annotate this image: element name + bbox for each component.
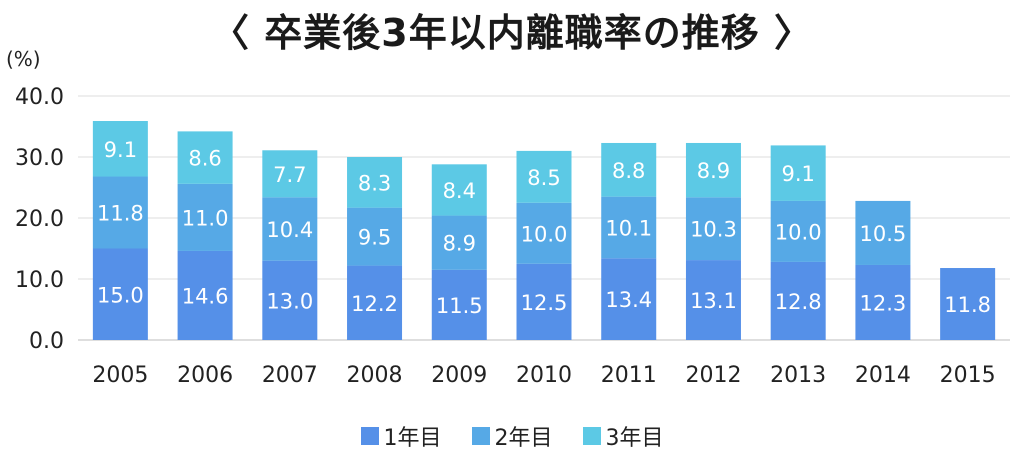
bar-segment-1	[347, 265, 403, 340]
data-label: 9.5	[358, 226, 391, 250]
data-label: 15.0	[97, 283, 144, 307]
data-label: 8.4	[443, 179, 476, 203]
bar-segment-3	[262, 150, 318, 198]
data-label: 10.3	[690, 218, 737, 242]
data-label: 13.4	[605, 288, 652, 312]
bar-segment-2	[685, 197, 741, 261]
data-label: 10.4	[266, 218, 313, 242]
data-label: 10.5	[860, 222, 907, 246]
bar-segment-1	[770, 261, 826, 340]
data-label: 12.8	[775, 290, 822, 314]
data-label: 12.2	[351, 292, 398, 316]
data-label: 8.6	[188, 147, 221, 171]
data-label: 8.9	[443, 232, 476, 256]
data-label: 8.9	[697, 159, 730, 183]
data-label: 10.1	[605, 216, 652, 240]
y-tick-label: 40.0	[15, 85, 64, 110]
x-tick-label: 2005	[92, 363, 148, 388]
data-labels: 15.0 11.8 9.1 14.6 11.0 8.6 13.0 10.4 7.7 12.2 9.5…	[97, 138, 991, 318]
legend-swatch	[360, 427, 379, 445]
bar-segment-1	[601, 258, 657, 340]
x-tick-label: 2007	[262, 363, 318, 388]
data-label: 8.8	[612, 159, 645, 183]
x-tick-label: 2015	[940, 363, 996, 388]
bar-segment-1	[262, 260, 318, 340]
data-label: 11.8	[97, 202, 144, 226]
bar-segment-3	[770, 145, 826, 201]
data-label: 12.3	[860, 291, 907, 315]
data-label: 14.6	[182, 284, 229, 308]
bar-segment-2	[177, 183, 233, 251]
bar-segment-1	[516, 263, 572, 340]
x-tick-label: 2014	[855, 363, 911, 388]
data-label: 13.1	[690, 289, 737, 313]
bar-segment-2	[262, 197, 318, 261]
x-tick-label: 2009	[431, 363, 487, 388]
data-label: 11.0	[182, 206, 229, 230]
legend-label: 1年目	[383, 426, 442, 451]
bar-segment-2	[347, 207, 403, 266]
bar-segment-2	[770, 200, 826, 262]
y-tick-label: 20.0	[15, 207, 64, 232]
bar-segment-3	[92, 121, 148, 177]
x-tick-label: 2011	[601, 363, 657, 388]
axes: 0.0 10.0 20.0 30.0 40.0 (%) 2005 2006 2007 2008 20…	[6, 47, 996, 388]
legend-item-2: 2年目	[471, 420, 553, 452]
bar-segment-3	[601, 142, 657, 197]
chart-title: 〈 卒業後3年以内離職率の推移 〉	[211, 11, 813, 55]
bar-segment-1	[685, 260, 741, 340]
bar-segment-1	[855, 264, 911, 340]
bar-segment-1	[940, 268, 996, 340]
bar-segment-3	[685, 142, 741, 198]
bar-segment-3	[431, 164, 487, 216]
data-label: 9.1	[104, 138, 137, 162]
y-tick-label: 10.0	[15, 268, 64, 293]
data-label: 8.5	[527, 166, 560, 190]
bar-segment-2	[855, 200, 911, 265]
data-label: 11.8	[944, 293, 991, 317]
bar-segment-2	[601, 196, 657, 259]
legend-label: 2年目	[494, 426, 553, 451]
bar-segment-3	[516, 150, 572, 203]
bar-segment-1	[92, 248, 148, 340]
bar-segment-1	[177, 250, 233, 340]
y-tick-label: 30.0	[15, 146, 64, 171]
legend-label: 3年目	[605, 426, 664, 451]
bar-segment-3	[347, 157, 403, 208]
bars	[92, 121, 996, 340]
y-tick-label: 0.0	[29, 329, 64, 354]
legend: 1年目 2年目 3年目	[0, 420, 1024, 452]
data-label: 8.3	[358, 171, 391, 195]
bar-segment-2	[92, 176, 148, 249]
x-tick-label: 2008	[347, 363, 403, 388]
data-label: 13.0	[266, 289, 313, 313]
legend-swatch	[471, 427, 490, 445]
x-tick-label: 2010	[516, 363, 572, 388]
x-tick-label: 2013	[770, 363, 826, 388]
data-label: 10.0	[775, 220, 822, 244]
data-label: 11.5	[436, 294, 483, 318]
x-tick-label: 2012	[685, 363, 741, 388]
bar-segment-3	[177, 131, 233, 184]
legend-swatch	[582, 427, 601, 445]
legend-item-1: 1年目	[360, 420, 442, 452]
y-axis-unit: (%)	[6, 47, 41, 71]
data-label: 7.7	[273, 163, 306, 187]
data-label: 10.0	[521, 222, 568, 246]
x-tick-label: 2006	[177, 363, 233, 388]
bar-segment-2	[431, 215, 487, 270]
bar-segment-1	[431, 269, 487, 340]
bar-segment-2	[516, 202, 572, 264]
data-label: 12.5	[521, 291, 568, 315]
legend-item-3: 3年目	[582, 420, 664, 452]
data-label: 9.1	[781, 162, 814, 186]
